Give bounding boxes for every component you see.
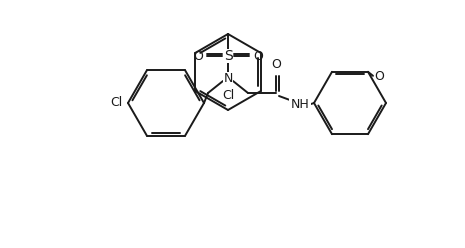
Text: O: O — [193, 50, 203, 62]
Text: NH: NH — [291, 98, 309, 112]
Text: O: O — [374, 70, 384, 83]
Text: N: N — [223, 71, 232, 85]
Text: O: O — [253, 50, 263, 62]
Text: Cl: Cl — [222, 89, 234, 102]
Text: O: O — [271, 58, 281, 71]
Text: Cl: Cl — [110, 96, 122, 110]
Text: S: S — [224, 49, 232, 63]
